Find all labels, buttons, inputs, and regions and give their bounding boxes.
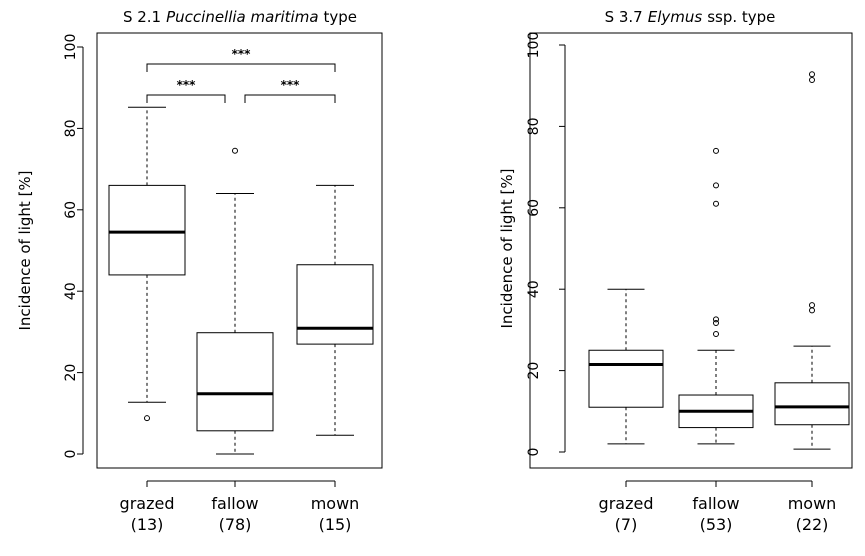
title-suffix: type [324, 8, 358, 26]
title-prefix: S 3.7 [605, 8, 643, 26]
y-axis-label: Incidence of light [%] [498, 168, 516, 328]
box-iqr [774, 382, 850, 426]
title-suffix: ssp. type [707, 8, 775, 26]
x-count-label: (7) [615, 515, 638, 534]
plot-frame [529, 32, 853, 469]
y-tick-label: 80 [63, 119, 79, 137]
chart-title: S 2.1 Puccinellia maritima type [123, 8, 357, 26]
panel-right: S 3.7 Elymus ssp. type 0 20 40 60 80 100 Incidenc… [498, 8, 853, 534]
x-category-label: fallow [211, 494, 258, 513]
significance-bracket [146, 63, 336, 72]
significance-label: *** [177, 78, 197, 92]
box-iqr [588, 349, 664, 408]
x-category-label: grazed [599, 494, 654, 513]
y-tick-label: 0 [526, 448, 542, 457]
y-tick-label: 60 [63, 201, 79, 219]
x-category-label: mown [788, 494, 837, 513]
outlier-point [809, 71, 815, 78]
box-iqr [196, 332, 274, 432]
outlier-point [144, 415, 150, 422]
title-taxon: Elymus [648, 8, 703, 26]
title-prefix: S 2.1 [123, 8, 161, 26]
box-iqr [108, 184, 186, 276]
y-tick-label: 20 [63, 364, 79, 382]
box-iqr [296, 264, 374, 345]
title-taxon: Puccinellia maritima [166, 8, 318, 26]
outlier-point [232, 147, 238, 154]
outlier-point [713, 200, 719, 207]
x-count-label: (15) [319, 515, 352, 534]
outlier-point [713, 316, 719, 323]
y-tick-label: 80 [526, 117, 542, 135]
outlier-point [713, 330, 719, 337]
plot-frame [96, 32, 383, 469]
x-category-label: fallow [692, 494, 739, 513]
y-tick-label: 60 [526, 199, 542, 217]
significance-label: *** [281, 78, 301, 92]
panel-left: S 2.1 Puccinellia maritima type 0 20 40 60 80 10… [16, 8, 383, 534]
chart-title: S 3.7 Elymus ssp. type [605, 8, 776, 26]
outlier-point [809, 77, 815, 84]
y-tick-label: 100 [63, 34, 79, 61]
y-tick-label: 20 [526, 362, 542, 380]
x-count-label: (22) [796, 515, 829, 534]
significance-bracket [244, 94, 336, 103]
significance-label: *** [232, 47, 252, 61]
significance-bracket [146, 94, 226, 103]
y-axis-label: Incidence of light [%] [16, 170, 34, 330]
y-tick-label: 100 [526, 32, 542, 59]
outlier-point [809, 307, 815, 314]
x-count-label: (78) [219, 515, 252, 534]
outlier-point [713, 182, 719, 189]
y-tick-label: 40 [526, 280, 542, 298]
outlier-point [713, 319, 719, 326]
y-tick-label: 0 [63, 450, 79, 459]
outlier-point [713, 147, 719, 154]
x-category-label: mown [311, 494, 360, 513]
outlier-point [809, 302, 815, 309]
x-count-label: (13) [131, 515, 164, 534]
y-tick-label: 40 [63, 282, 79, 300]
x-count-label: (53) [700, 515, 733, 534]
x-category-label: grazed [120, 494, 175, 513]
